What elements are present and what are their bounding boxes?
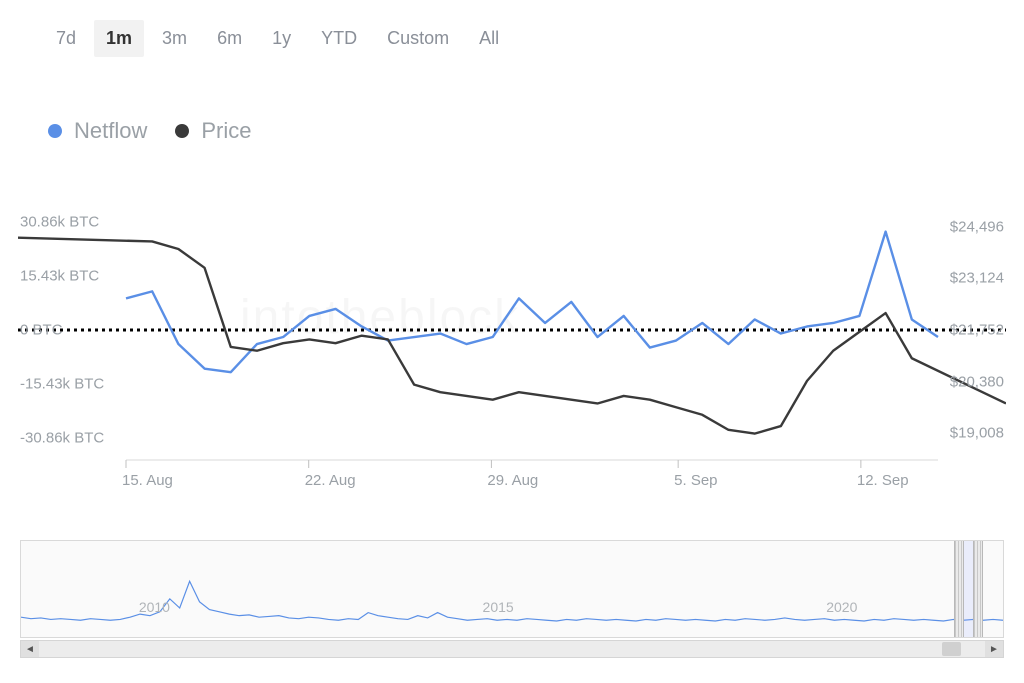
y-right-tick-label: $24,496 bbox=[950, 218, 1004, 235]
range-selector: 7d1m3m6m1yYTDCustomAll bbox=[44, 20, 511, 57]
navigator-year-label: 2010 bbox=[139, 599, 170, 615]
legend-dot-price bbox=[175, 124, 189, 138]
range-tab-all[interactable]: All bbox=[467, 20, 511, 57]
navigator-year-label: 2020 bbox=[826, 599, 857, 615]
range-tab-1m[interactable]: 1m bbox=[94, 20, 144, 57]
y-right-tick-label: $23,124 bbox=[950, 270, 1004, 287]
x-tick-label: 29. Aug bbox=[487, 472, 538, 489]
y-left-tick-label: -15.43k BTC bbox=[20, 376, 104, 393]
scroll-thumb[interactable] bbox=[942, 642, 961, 656]
navigator-year-label: 2015 bbox=[483, 599, 514, 615]
y-left-tick-label: 0 BTC bbox=[20, 322, 63, 339]
y-left-tick-label: 15.43k BTC bbox=[20, 267, 99, 284]
legend-label-netflow: Netflow bbox=[74, 118, 147, 144]
x-tick-label: 5. Sep bbox=[674, 472, 717, 489]
scroll-track[interactable] bbox=[39, 641, 985, 657]
range-tab-7d[interactable]: 7d bbox=[44, 20, 88, 57]
x-tick-label: 22. Aug bbox=[305, 472, 356, 489]
range-tab-1y[interactable]: 1y bbox=[260, 20, 303, 57]
y-right-tick-label: $20,380 bbox=[950, 373, 1004, 390]
navigator-canvas bbox=[21, 541, 1003, 637]
navigator-handle-left[interactable] bbox=[954, 541, 964, 637]
legend-label-price: Price bbox=[201, 118, 251, 144]
x-tick-label: 15. Aug bbox=[122, 472, 173, 489]
scroll-right-button[interactable]: ► bbox=[985, 641, 1003, 657]
range-tab-custom[interactable]: Custom bbox=[375, 20, 461, 57]
y-left-tick-label: -30.86k BTC bbox=[20, 430, 104, 447]
y-right-tick-label: $21,752 bbox=[950, 321, 1004, 338]
x-tick-label: 12. Sep bbox=[857, 472, 909, 489]
scroll-left-button[interactable]: ◄ bbox=[21, 641, 39, 657]
legend-item-price[interactable]: Price bbox=[175, 118, 251, 144]
y-right-tick-label: $19,008 bbox=[950, 425, 1004, 442]
chart-canvas bbox=[18, 200, 1006, 500]
range-tab-6m[interactable]: 6m bbox=[205, 20, 254, 57]
main-chart[interactable]: 30.86k BTC 15.43k BTC 0 BTC -15.43k BTC -30.… bbox=[18, 200, 1006, 500]
legend-dot-netflow bbox=[48, 124, 62, 138]
legend-item-netflow[interactable]: Netflow bbox=[48, 118, 147, 144]
navigator[interactable]: 2010 2015 2020 bbox=[20, 540, 1004, 638]
range-tab-3m[interactable]: 3m bbox=[150, 20, 199, 57]
scrollbar: ◄ ► bbox=[20, 640, 1004, 658]
y-left-tick-label: 30.86k BTC bbox=[20, 213, 99, 230]
chart-legend: Netflow Price bbox=[48, 118, 251, 144]
navigator-handle-right[interactable] bbox=[973, 541, 983, 637]
range-tab-ytd[interactable]: YTD bbox=[309, 20, 369, 57]
